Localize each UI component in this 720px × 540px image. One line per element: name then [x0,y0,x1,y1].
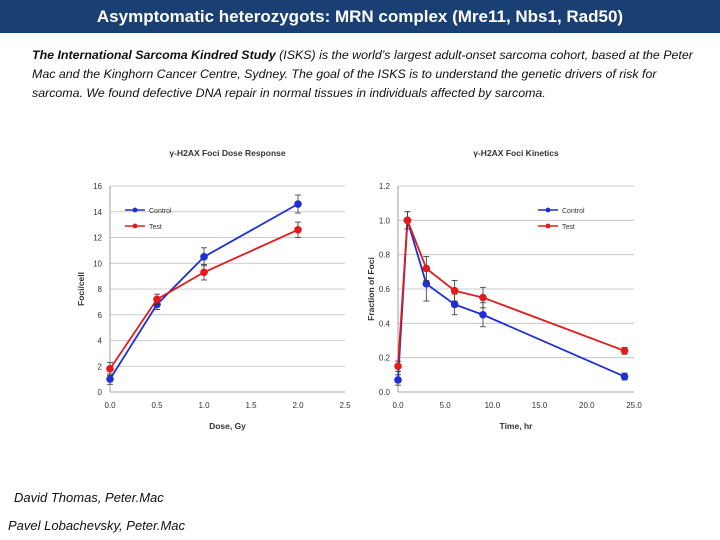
intro-text: (ISKS) is the world’s largest adult-onse… [32,48,693,100]
data-point-test [200,268,208,277]
series-line-control [109,203,299,380]
y-tick-label: 6 [98,311,103,320]
y-tick-label: 0.8 [379,251,391,260]
x-axis-label: Dose, Gy [209,421,246,431]
data-point-control [450,300,459,309]
series-line-test [397,220,625,367]
y-tick-label: 0.0 [379,388,391,397]
title-bar: Asymptomatic heterozygots: MRN complex (… [0,0,720,33]
legend-marker-test [132,223,138,229]
data-point-control [479,310,487,319]
kinetics-chart: γ-H2AX Foci Kinetics 0.0 0.2 0.4 0.6 0.8 1.0 1.… [366,148,642,431]
y-axis-label: Fraction of Foci [366,257,376,321]
chart-title: γ-H2AX Foci Dose Response [169,148,285,158]
x-axis-label: Time, hr [500,421,534,431]
data-point-test [394,362,402,371]
study-name: The International Sarcoma Kindred Study [32,48,276,62]
data-point-control [294,200,302,208]
x-tick-label: 0.0 [392,401,404,410]
data-point-test [450,286,459,295]
y-tick-label: 8 [98,285,103,294]
x-tick-label: 0.5 [151,401,163,410]
data-point-control [106,375,114,383]
y-tick-label: 0 [98,388,103,397]
data-point-test [620,347,629,355]
y-tick-label: 4 [98,337,103,346]
y-tick-label: 14 [93,208,102,217]
legend-label-control: Control [562,208,585,215]
x-tick-label: 25.0 [626,401,642,410]
y-tick-label: 1.2 [379,182,391,191]
intro-paragraph: The International Sarcoma Kindred Study … [32,46,697,103]
data-point-control [422,280,431,288]
y-tick-label: 1.0 [379,216,391,225]
legend-marker-control [545,207,551,213]
y-tick-label: 0.2 [379,354,391,363]
y-axis-label: Foci/cell [76,272,86,306]
x-tick-label: 0.0 [104,401,116,410]
data-point-test [479,293,487,302]
y-tick-label: 16 [93,182,102,191]
legend-label-control: Control [149,208,172,215]
legend-label-test: Test [149,224,162,231]
series-line-control [397,220,625,381]
page-title: Asymptomatic heterozygots: MRN complex (… [96,6,624,26]
y-tick-label: 0.6 [379,285,391,294]
x-tick-label: 10.0 [485,401,501,410]
data-point-control [620,372,629,381]
x-tick-label: 2.5 [339,401,351,410]
credit-line-1: David Thomas, Peter.Mac [14,490,164,505]
credit-line-2: Pavel Lobachevsky, Peter.Mac [8,518,186,533]
chart-title: γ-H2AX Foci Kinetics [473,148,559,158]
data-point-test [106,365,114,373]
dose-response-chart: γ-H2AX Foci Dose Response 0 2 4 6 8 10 12 14 16 0.… [76,148,351,431]
legend-label-test: Test [562,224,575,231]
legend-marker-test [545,223,551,229]
data-point-control [394,376,402,384]
y-tick-label: 0.4 [379,319,391,328]
x-tick-label: 20.0 [579,401,595,410]
series-line-test [109,228,299,370]
data-point-test [403,216,412,225]
x-tick-label: 2.0 [292,401,304,410]
y-tick-label: 12 [93,234,102,243]
legend-marker-control [132,207,138,213]
data-point-test [294,225,302,234]
y-tick-label: 2 [98,362,103,371]
x-tick-label: 5.0 [440,401,452,410]
x-tick-label: 15.0 [532,401,548,410]
x-tick-label: 1.0 [198,401,210,410]
data-point-test [153,295,161,304]
x-tick-label: 1.5 [245,401,257,410]
data-point-control [200,253,208,261]
y-tick-label: 10 [93,259,102,268]
data-point-test [422,264,431,273]
